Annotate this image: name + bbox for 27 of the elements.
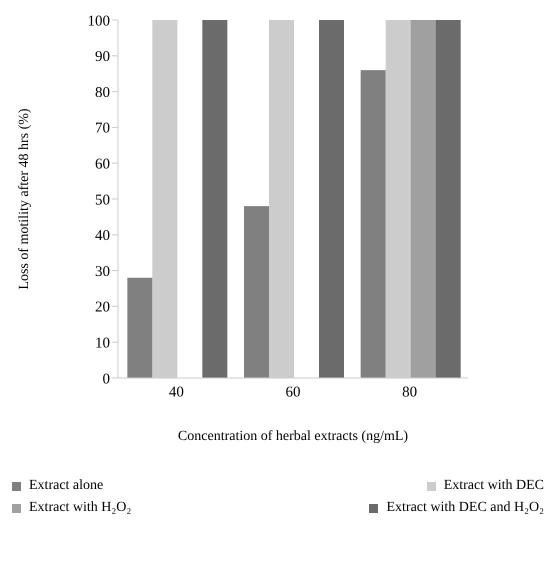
legend-label: Extract with DEC	[444, 478, 544, 494]
y-tick-label: 0	[102, 371, 110, 388]
y-tick-label: 90	[95, 49, 110, 66]
y-tick-label: 70	[95, 120, 110, 137]
y-tick-label: 30	[95, 264, 110, 280]
y-tick-label: 60	[95, 156, 110, 173]
y-tick-label: 80	[95, 84, 110, 101]
bar	[202, 20, 228, 378]
y-tick-label: 100	[88, 13, 110, 30]
legend-label: Extract with DEC and H₂O₂	[386, 500, 544, 516]
x-axis-title: Concentration of herbal extracts (ng/mL)	[178, 429, 408, 444]
x-tick-label: 60	[286, 384, 300, 401]
bar	[319, 20, 344, 378]
x-tick-label: 40	[168, 384, 184, 401]
bar	[127, 278, 152, 378]
y-tick-label: 40	[95, 228, 110, 244]
bar	[244, 206, 269, 378]
y-tick-label: 10	[95, 336, 110, 352]
legend-label: Extract with H₂O₂	[29, 500, 132, 516]
legend-label: Extract alone	[29, 478, 104, 494]
y-tick-label: 50	[95, 192, 110, 208]
bar	[360, 70, 386, 378]
bar	[410, 20, 436, 378]
y-axis-title: Loss of motility after 48 hrs (%)	[16, 108, 32, 290]
x-tick-label: 80	[402, 384, 418, 401]
bar	[436, 20, 461, 378]
y-tick-label: 20	[95, 300, 110, 316]
